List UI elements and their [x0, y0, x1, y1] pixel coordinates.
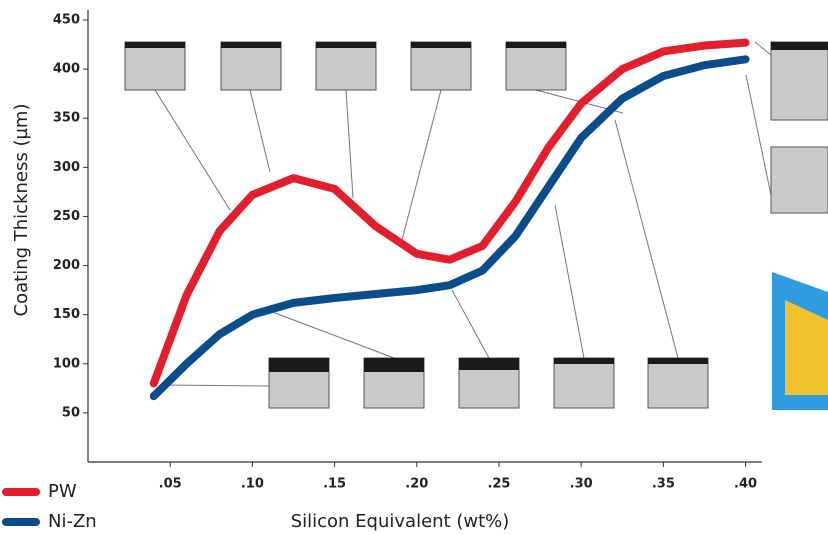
legend-label: PW [48, 481, 77, 502]
y-tick-label: 250 [53, 209, 80, 224]
y-tick-label: 50 [62, 405, 80, 420]
y-tick-label: 400 [53, 62, 80, 77]
x-tick-label: .30 [570, 477, 593, 492]
x-tick-label: .05 [159, 477, 182, 492]
x-tick-label: .40 [734, 477, 757, 492]
x-tick-label: .20 [405, 477, 428, 492]
data-line [154, 43, 746, 384]
y-tick-label: 300 [53, 160, 80, 175]
y-tick-label: 350 [53, 111, 80, 126]
y-tick-label: 200 [53, 258, 80, 273]
chart: Silicon Equivalent (wt%) Coating Thickne… [0, 0, 828, 535]
y-tick-label: 450 [53, 13, 80, 28]
x-tick-label: .25 [487, 477, 510, 492]
y-axis-label: Coating Thickness (µm) [11, 104, 32, 317]
x-axis-label: Silicon Equivalent (wt%) [291, 511, 510, 532]
data-line [154, 59, 746, 396]
ruler-icon [772, 272, 828, 410]
y-tick-label: 150 [53, 307, 80, 322]
legend-label: Ni-Zn [48, 511, 97, 532]
x-tick-label: .35 [652, 477, 675, 492]
x-tick-label: .10 [241, 477, 264, 492]
x-tick-label: .15 [323, 477, 346, 492]
y-tick-label: 100 [53, 356, 80, 371]
